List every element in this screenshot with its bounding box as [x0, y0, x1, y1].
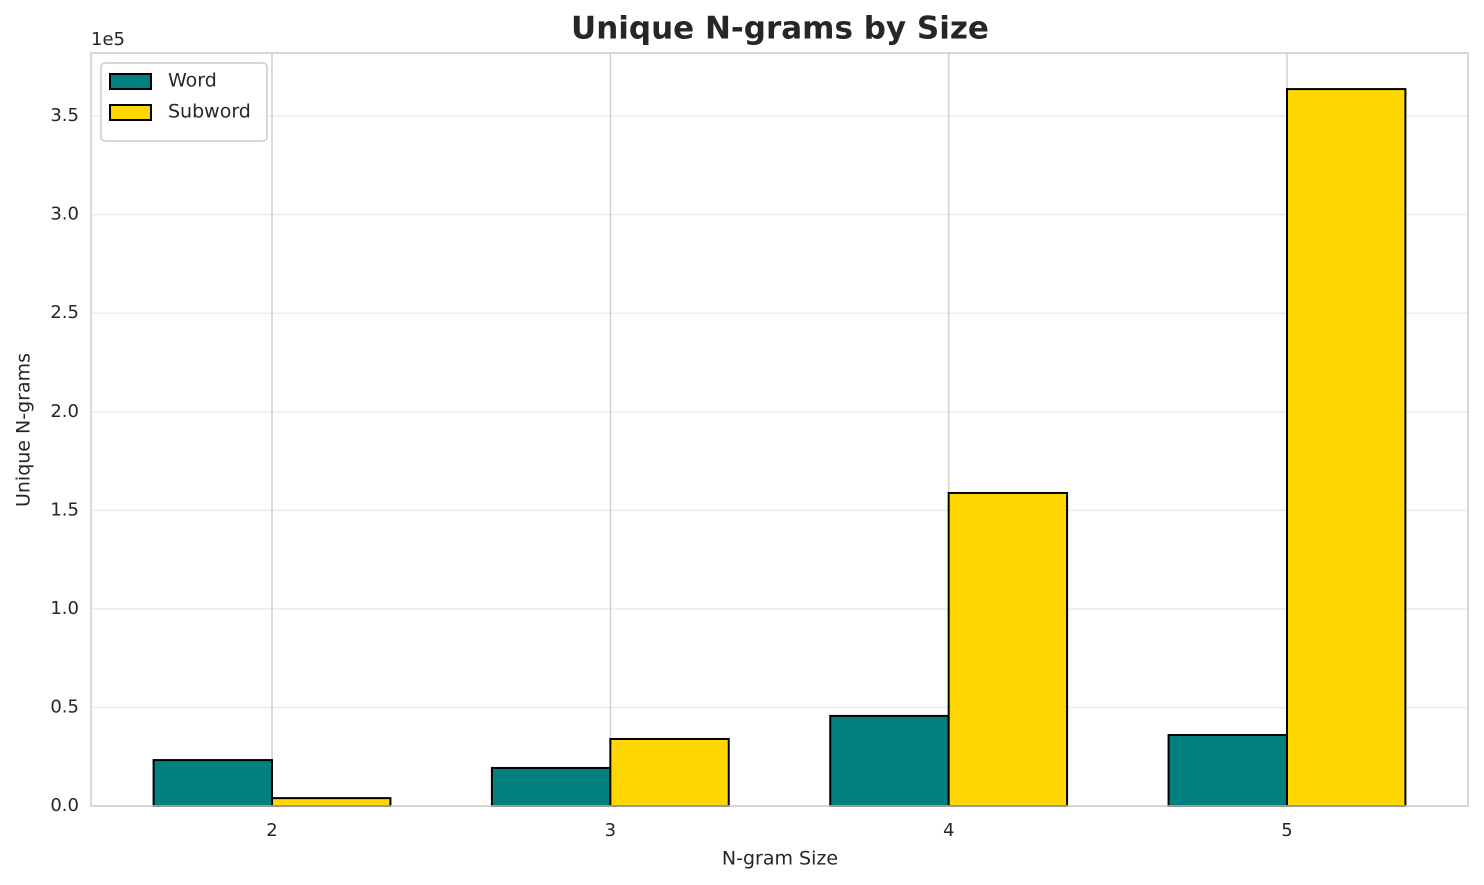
bar: [152, 759, 274, 807]
bar: [1285, 88, 1407, 807]
bar: [490, 766, 612, 807]
legend: Word Subword: [100, 62, 268, 142]
y-tick-label: 0.0: [50, 795, 79, 816]
y-axis-label: Unique N-grams: [13, 353, 35, 507]
bar: [829, 714, 950, 807]
bar: [609, 737, 730, 808]
x-tick-label: 2: [266, 820, 277, 841]
x-tick-label: 3: [605, 820, 616, 841]
y-offset-label: 1e5: [91, 29, 125, 50]
y-tick-label: 1.0: [50, 598, 79, 619]
x-axis-label: N-gram Size: [722, 848, 838, 870]
y-tick-label: 3.5: [50, 105, 79, 126]
y-tick-label: 3.0: [50, 204, 79, 225]
legend-swatch: [109, 104, 152, 121]
y-tick-label: 0.5: [50, 696, 79, 717]
plot-frame: [90, 52, 1469, 807]
plot-area: [91, 53, 1468, 806]
y-tick-label: 1.5: [50, 499, 79, 520]
y-tick-label: 2.0: [50, 401, 79, 422]
bar: [1167, 734, 1288, 807]
x-tick-label: 5: [1281, 820, 1292, 841]
chart-title: Unique N-grams by Size: [571, 11, 989, 47]
y-tick-label: 2.5: [50, 302, 79, 323]
legend-swatch: [109, 73, 152, 90]
legend-label: Subword: [168, 101, 251, 123]
bar: [271, 797, 392, 807]
legend-label: Word: [168, 70, 217, 92]
x-tick-label: 4: [943, 820, 954, 841]
bar: [947, 491, 1069, 807]
